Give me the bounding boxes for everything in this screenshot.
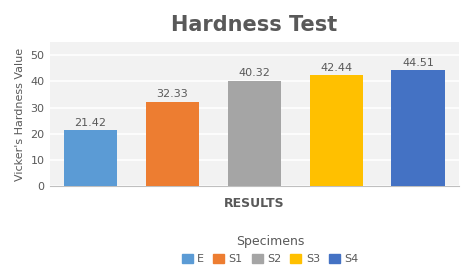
Text: 21.42: 21.42 [74,118,107,128]
Text: 40.32: 40.32 [238,68,270,78]
Bar [146,102,199,186]
Title: Hardness Test: Hardness Test [171,15,337,35]
Legend: E, S1, S2, S3, S4: E, S1, S2, S3, S4 [177,230,363,269]
Text: 32.33: 32.33 [156,89,188,99]
Text: 42.44: 42.44 [320,63,352,73]
Y-axis label: Vicker's Hardness Value: Vicker's Hardness Value [15,48,25,181]
Bar [392,70,445,186]
Bar [64,130,117,186]
Bar [310,75,363,186]
Text: 44.51: 44.51 [402,58,434,67]
X-axis label: RESULTS: RESULTS [224,197,284,210]
Bar [228,81,281,186]
